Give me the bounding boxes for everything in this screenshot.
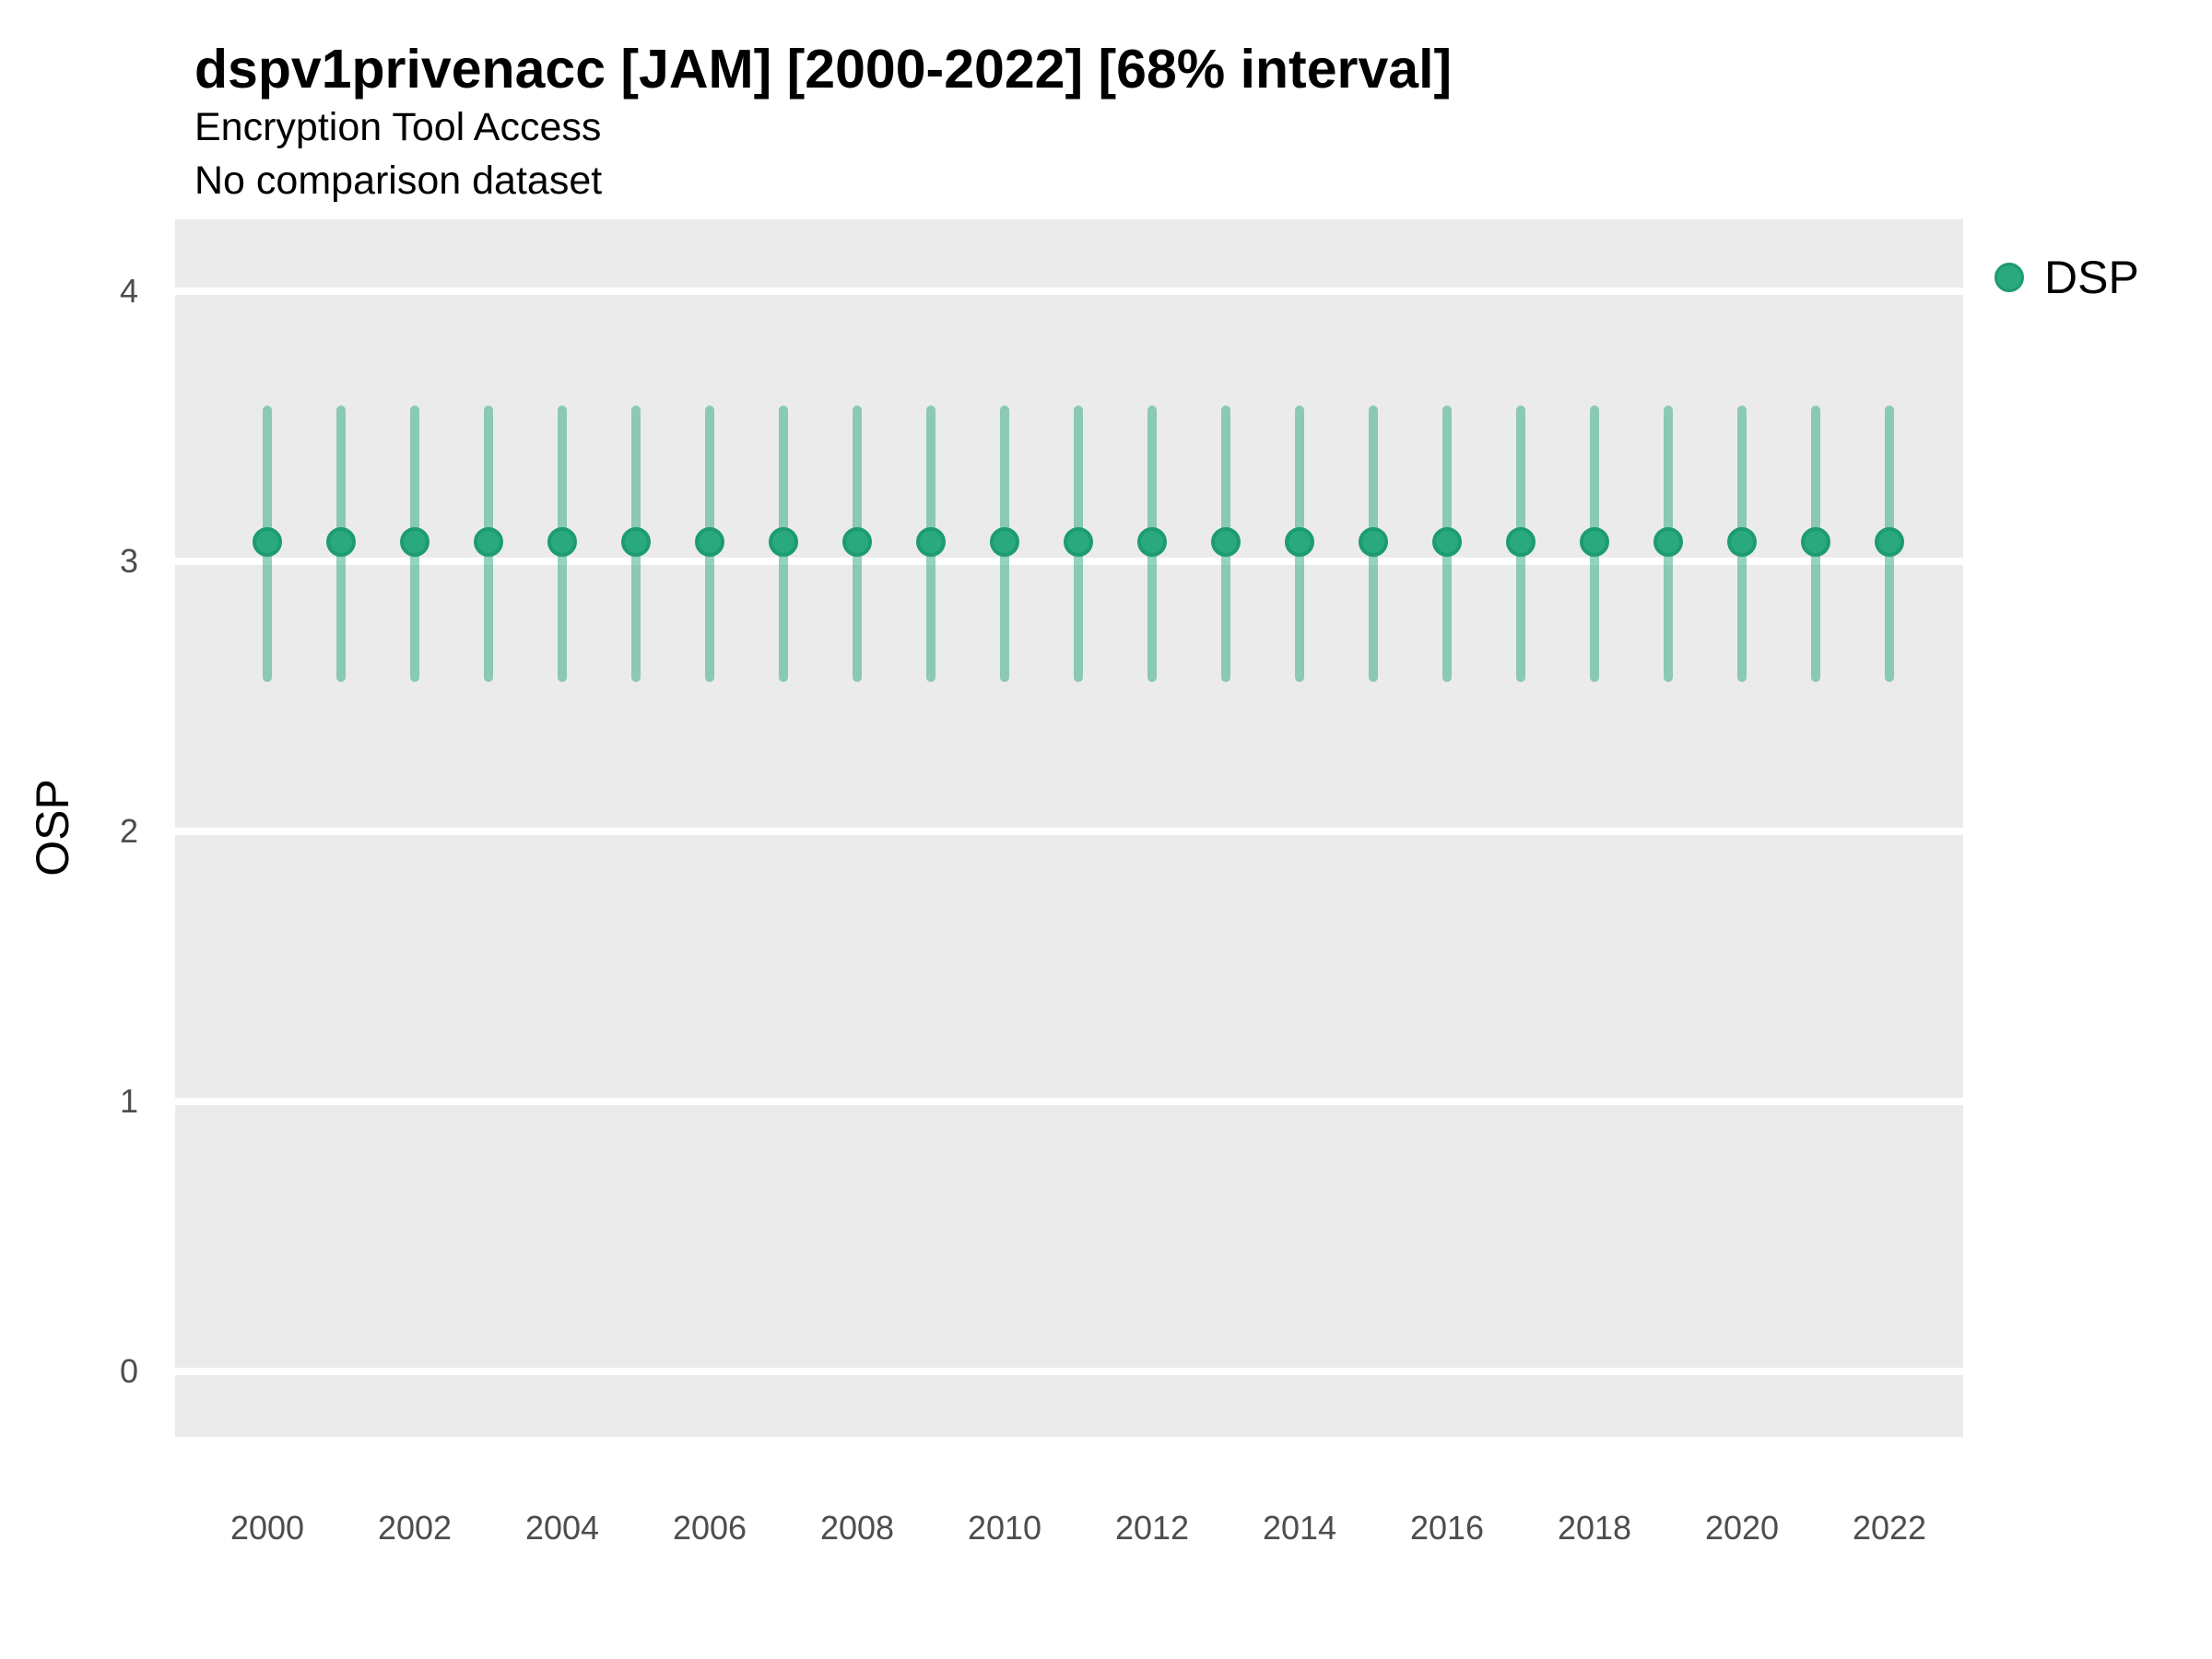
x-tick-label-2008: 2008 (819, 1509, 895, 1547)
legend-series-label: DSP (2044, 252, 2139, 303)
y-gridline-3 (175, 557, 1963, 565)
data-point-2010 (990, 527, 1019, 558)
x-tick-label-2022: 2022 (1852, 1509, 1927, 1547)
chart-note: No comparison dataset (194, 159, 603, 203)
data-point-2017 (1506, 527, 1535, 558)
data-point-2008 (842, 527, 872, 558)
x-tick-label-2014: 2014 (1262, 1509, 1337, 1547)
data-point-2012 (1137, 527, 1167, 558)
y-tick-label-2: 2 (119, 812, 138, 851)
y-tick-label-4: 4 (119, 271, 138, 310)
y-tick-label-0: 0 (119, 1352, 138, 1391)
data-point-2014 (1285, 527, 1314, 558)
y-gridline-0 (175, 1368, 1963, 1376)
data-point-2006 (695, 527, 724, 558)
y-tick-label-3: 3 (119, 541, 138, 580)
data-point-2020 (1727, 527, 1757, 558)
y-gridline-1 (175, 1098, 1963, 1106)
chart-title: dspv1privenacc [JAM] [2000-2022] [68% in… (194, 39, 1453, 100)
y-gridline-2 (175, 828, 1963, 836)
x-tick-label-2010: 2010 (967, 1509, 1042, 1547)
data-point-2004 (547, 527, 577, 558)
x-tick-label-2020: 2020 (1704, 1509, 1780, 1547)
data-point-2011 (1064, 527, 1093, 558)
data-point-2007 (769, 527, 798, 558)
data-point-2016 (1432, 527, 1462, 558)
x-tick-label-2012: 2012 (1114, 1509, 1190, 1547)
data-point-2022 (1875, 527, 1904, 558)
data-point-2001 (326, 527, 356, 558)
plot-panel (175, 219, 1963, 1437)
x-tick-label-2004: 2004 (524, 1509, 600, 1547)
chart-subtitle: Encryption Tool Access (194, 105, 602, 149)
data-point-2000 (253, 527, 282, 558)
data-point-2003 (474, 527, 503, 558)
x-tick-label-2006: 2006 (672, 1509, 747, 1547)
data-point-2018 (1580, 527, 1609, 558)
x-tick-label-2016: 2016 (1409, 1509, 1485, 1547)
legend-point-marker-icon (1994, 263, 2024, 292)
data-point-2015 (1359, 527, 1388, 558)
y-tick-label-1: 1 (119, 1082, 138, 1121)
data-point-2005 (621, 527, 651, 558)
data-point-2013 (1211, 527, 1241, 558)
data-point-2009 (916, 527, 946, 558)
x-tick-label-2018: 2018 (1557, 1509, 1632, 1547)
x-tick-label-2002: 2002 (377, 1509, 453, 1547)
data-point-2021 (1801, 527, 1830, 558)
data-point-2002 (400, 527, 429, 558)
data-point-2019 (1653, 527, 1683, 558)
y-gridline-4 (175, 287, 1963, 295)
x-tick-label-2000: 2000 (229, 1509, 305, 1547)
